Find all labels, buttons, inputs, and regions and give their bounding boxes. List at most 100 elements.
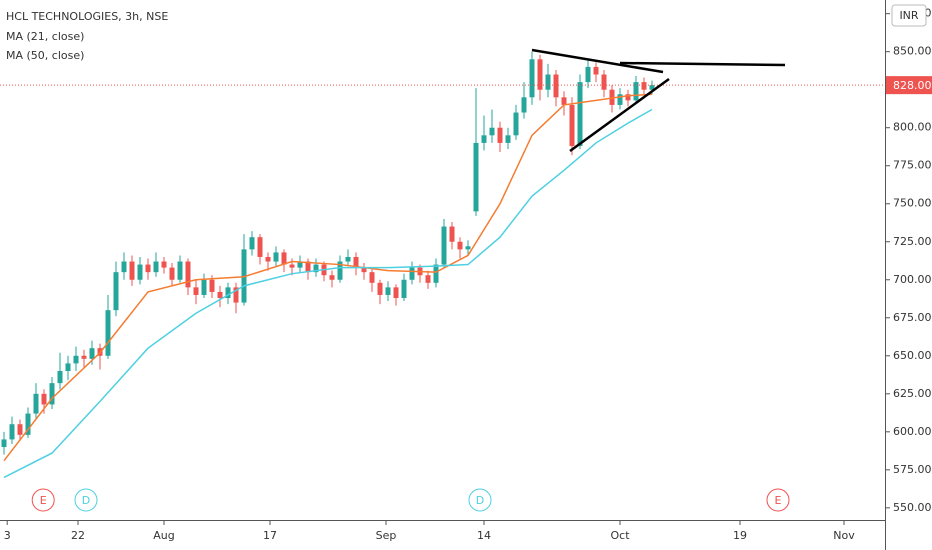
candle-body — [201, 279, 207, 295]
candle-body — [585, 66, 591, 83]
candle-body — [337, 261, 343, 280]
y-tick-label: 750.00 — [893, 197, 932, 210]
candle-body — [17, 424, 23, 435]
candle-body — [105, 310, 111, 356]
candle-body — [617, 94, 623, 105]
candle-body — [489, 127, 495, 136]
chart-title: HCL TECHNOLOGIES, 3h, NSE — [6, 10, 168, 23]
candle-body — [593, 66, 599, 75]
trendline — [569, 77, 670, 153]
candle-body — [25, 413, 31, 435]
candle-body — [353, 256, 359, 268]
legend-entry: MA (50, close) — [6, 49, 84, 62]
candle-body — [169, 267, 175, 280]
x-tick-label: Nov — [833, 529, 855, 542]
candle-body — [473, 142, 479, 212]
candle-body — [345, 256, 351, 262]
trendline — [531, 48, 664, 74]
currency-label[interactable]: INR — [899, 9, 918, 22]
candle-body — [577, 82, 583, 146]
candle-body — [65, 363, 71, 371]
candle-body — [185, 261, 191, 288]
candle-body — [409, 267, 415, 280]
y-tick-label: 775.00 — [893, 159, 932, 172]
candle-body — [305, 261, 311, 273]
x-tick-label: 3 — [4, 529, 11, 542]
candle-body — [569, 104, 575, 146]
x-tick-label: 17 — [263, 529, 277, 542]
candle-body — [161, 261, 167, 268]
candle-body — [289, 264, 295, 268]
event-marker — [74, 488, 98, 512]
candle-body — [33, 393, 39, 414]
y-tick-label: 850.00 — [893, 45, 932, 58]
candle-body — [425, 275, 431, 283]
candle-body — [209, 279, 215, 292]
candle-body — [129, 261, 135, 280]
candle-body — [361, 267, 367, 273]
y-tick-label: 600.00 — [893, 425, 932, 438]
y-tick-label: 575.00 — [893, 463, 932, 476]
candle-body — [249, 237, 255, 250]
candle-body — [441, 226, 447, 265]
y-tick-label: 650.00 — [893, 349, 932, 362]
candle-body — [49, 383, 55, 405]
candle-body — [561, 97, 567, 105]
event-marker — [766, 488, 790, 512]
candle-body — [553, 74, 559, 98]
candle-body — [505, 135, 511, 143]
candle-body — [449, 226, 455, 242]
candle-body — [57, 370, 63, 384]
candle-body — [329, 275, 335, 280]
y-tick-label: 550.00 — [893, 501, 932, 514]
candle-body — [377, 282, 383, 295]
x-tick-label: Aug — [153, 529, 174, 542]
candle-body — [601, 74, 607, 90]
candle-body — [537, 59, 543, 90]
candle-body — [369, 272, 375, 283]
event-marker — [31, 488, 55, 512]
x-tick-label: 14 — [477, 529, 491, 542]
candle-body — [521, 97, 527, 113]
y-tick-label: 675.00 — [893, 311, 932, 324]
x-tick-label: Sep — [376, 529, 397, 542]
x-tick-label: 19 — [733, 529, 747, 542]
ma-line — [3, 108, 653, 479]
candle-body — [401, 279, 407, 299]
trendline — [619, 61, 786, 67]
candle-body — [233, 287, 239, 303]
currency-button[interactable] — [891, 4, 927, 27]
candle-body — [265, 256, 271, 262]
candle-body — [137, 264, 143, 280]
y-tick-label: 700.00 — [893, 273, 932, 286]
candle-body — [297, 261, 303, 268]
candle-body — [465, 246, 471, 250]
legend-entry: MA (21, close) — [6, 30, 84, 43]
event-label: D — [82, 494, 90, 507]
candle-body — [1, 439, 7, 448]
candle-body — [81, 355, 87, 359]
candle-body — [281, 252, 287, 265]
candle-body — [513, 112, 519, 136]
event-label: E — [775, 494, 782, 507]
x-tick-label: 22 — [71, 529, 85, 542]
candle-body — [433, 264, 439, 283]
trendlines — [531, 48, 786, 153]
y-tick-label: 725.00 — [893, 235, 932, 248]
candle-body — [649, 85, 655, 90]
candle-body — [113, 272, 119, 311]
candle-body — [257, 237, 263, 257]
candle-body — [385, 287, 391, 295]
last-price-box — [886, 76, 932, 95]
candle-body — [217, 291, 223, 299]
candle-body — [273, 252, 279, 262]
x-tick-label: Oct — [610, 529, 630, 542]
candle-body — [225, 287, 231, 299]
ma-line — [3, 93, 653, 462]
candle-body — [9, 424, 15, 440]
candle-body — [313, 264, 319, 273]
candle-body — [625, 94, 631, 101]
